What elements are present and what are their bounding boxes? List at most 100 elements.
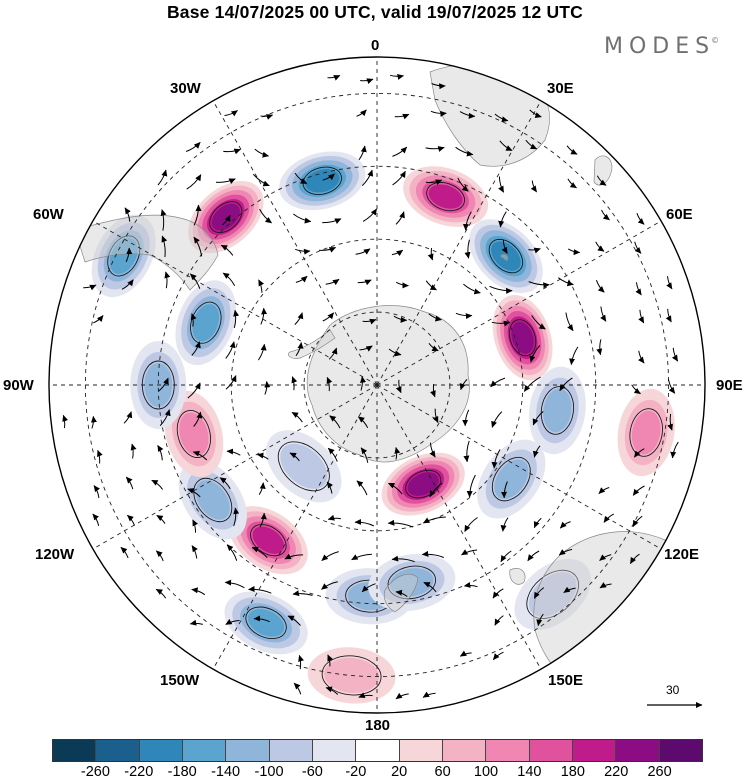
wind-vector xyxy=(123,411,133,424)
wind-vector xyxy=(159,409,171,426)
wind-vector xyxy=(491,411,503,428)
wind-vector xyxy=(322,173,335,181)
wind-vector xyxy=(295,275,308,283)
lon-label-90w: 90W xyxy=(3,377,34,394)
wind-vector xyxy=(260,114,274,120)
wind-vector xyxy=(157,444,164,461)
lon-label-60e: 60E xyxy=(666,206,693,223)
wind-vector xyxy=(665,308,672,323)
wind-vector xyxy=(219,477,231,490)
wind-vector xyxy=(125,476,134,490)
wind-vector xyxy=(457,177,469,192)
wind-vector xyxy=(569,346,579,366)
colorbar-swatch xyxy=(96,740,140,761)
meridian xyxy=(376,384,662,550)
wind-vector xyxy=(358,145,367,161)
wind-vector xyxy=(284,553,304,560)
lon-label-150w: 150W xyxy=(160,672,200,689)
anomaly-contour xyxy=(107,235,141,277)
anomaly-level xyxy=(252,526,285,554)
wind-vector xyxy=(532,445,541,458)
colorbar-swatch xyxy=(182,740,227,761)
wind-vector xyxy=(327,654,333,667)
wind-vector xyxy=(225,375,237,390)
wind-vector xyxy=(595,241,605,252)
lon-label-60w: 60W xyxy=(33,206,64,223)
wind-vector xyxy=(291,376,298,391)
anomaly-blob xyxy=(617,388,675,477)
wind-vector xyxy=(295,248,311,255)
wind-vector xyxy=(557,277,574,287)
wind-vector xyxy=(389,73,404,80)
wind-vector xyxy=(501,240,508,254)
wind-vector xyxy=(464,239,471,259)
anomaly-blob xyxy=(279,151,366,211)
wind-vector xyxy=(599,554,612,561)
wind-vector xyxy=(565,312,574,332)
wind-vector xyxy=(533,517,542,529)
wind-vector xyxy=(428,342,439,352)
wind-vector xyxy=(528,247,541,254)
wind-vector xyxy=(259,208,273,224)
wind-vector xyxy=(494,113,509,123)
wind-vector xyxy=(631,384,641,395)
meridian xyxy=(376,220,662,386)
anomaly-level xyxy=(428,184,463,209)
colorbar-tick-label: 260 xyxy=(647,764,672,780)
wind-vector xyxy=(428,313,442,322)
wind-vector xyxy=(394,447,401,460)
wind-vector xyxy=(325,686,339,695)
colorbar-swatch xyxy=(399,740,443,761)
brand-mark: © xyxy=(711,36,720,45)
lon-label-120e: 120E xyxy=(664,546,700,563)
wind-vector xyxy=(603,513,615,523)
wind-vector xyxy=(90,415,97,429)
colorbar xyxy=(52,739,703,762)
wind-vector xyxy=(463,581,478,588)
south-america xyxy=(74,214,219,291)
wind-vector xyxy=(224,110,238,117)
graticule xyxy=(49,57,705,713)
brand-name: MODES xyxy=(604,34,716,59)
anomaly-field xyxy=(91,151,675,704)
colorbar-swatch xyxy=(269,740,313,761)
wind-vector xyxy=(357,279,372,286)
wind-vector xyxy=(395,692,409,700)
wind-vector xyxy=(192,450,208,461)
wind-vector xyxy=(360,447,369,463)
wind-vector xyxy=(158,377,169,392)
wind-vector xyxy=(319,247,337,253)
wind-vector xyxy=(536,613,544,627)
wind-vector xyxy=(157,169,168,186)
wind-vector xyxy=(185,142,201,152)
wind-vector xyxy=(251,546,268,559)
wind-vector xyxy=(595,280,605,293)
wind-vector xyxy=(388,348,402,357)
wind-vector xyxy=(422,691,436,698)
colorbar-swatch xyxy=(312,740,357,761)
wind-vector xyxy=(427,248,434,261)
wind-vector xyxy=(492,651,504,661)
wind-vector xyxy=(498,176,505,193)
wind-vector xyxy=(666,276,673,290)
anomaly-contour xyxy=(245,606,287,640)
wind-vector xyxy=(532,411,544,426)
wind-vector xyxy=(429,482,443,498)
wind-vector xyxy=(596,175,607,186)
wind-vector xyxy=(83,284,97,291)
wind-vector xyxy=(632,485,645,496)
wind-vector xyxy=(466,474,476,498)
wind-vector xyxy=(432,408,439,424)
anomaly-level xyxy=(494,459,529,499)
wind-vector xyxy=(357,416,369,429)
wind-vector xyxy=(327,447,338,462)
lon-label-90e: 90E xyxy=(716,377,743,394)
wind-vector xyxy=(463,283,481,295)
wind-vector xyxy=(395,281,409,289)
wind-vector xyxy=(500,481,508,499)
wind-vector xyxy=(190,313,197,327)
wind-vector xyxy=(160,209,167,231)
wind-vector xyxy=(264,381,271,395)
anomaly-contour xyxy=(387,565,437,600)
wind-vector xyxy=(527,550,540,562)
